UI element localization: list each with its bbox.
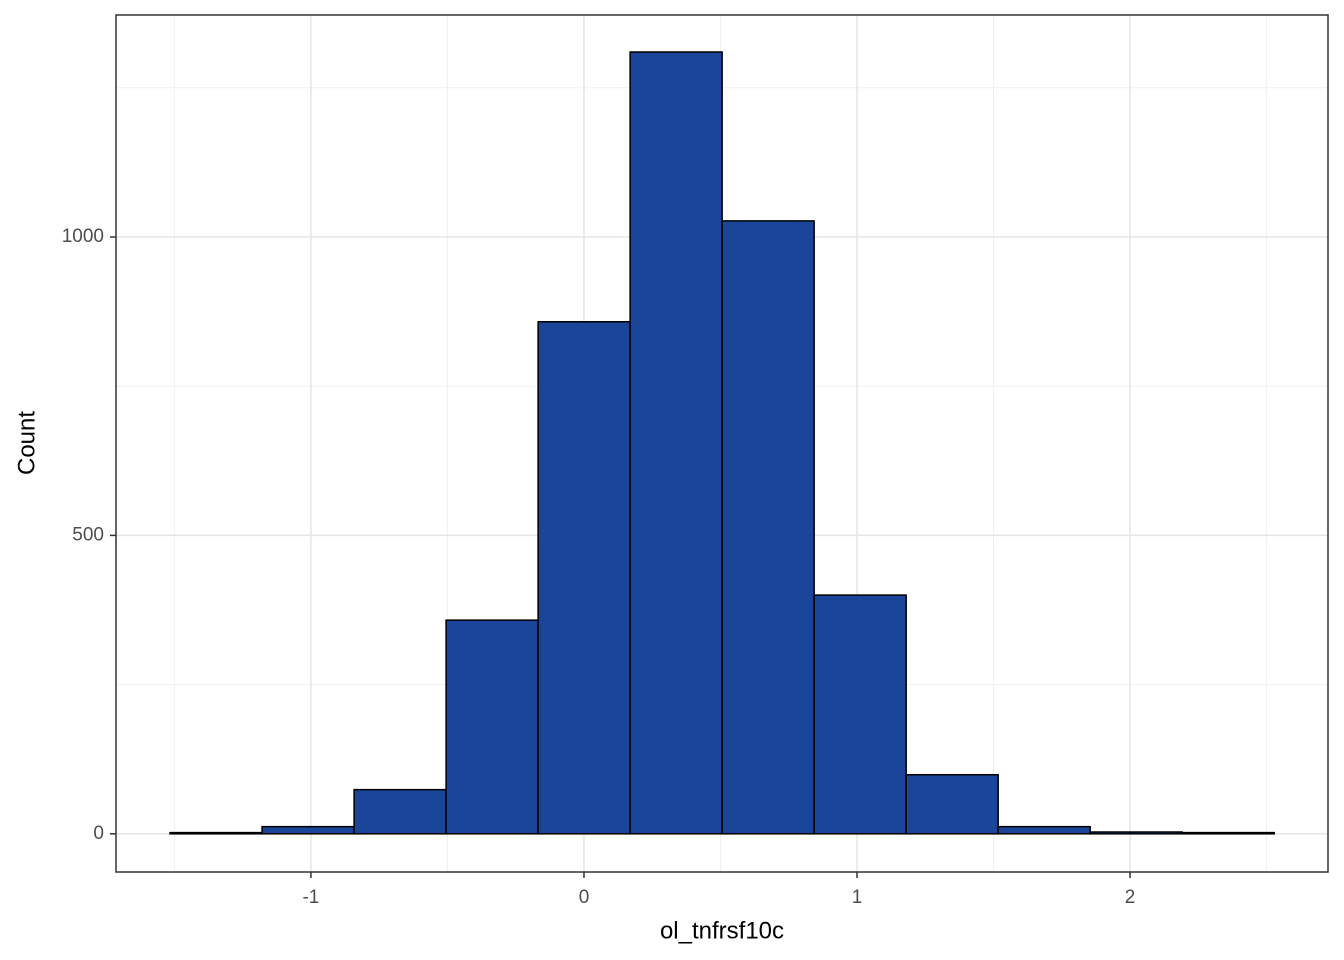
bar (629, 51, 723, 835)
plot-area: -1 0 1 2 0 500 1000 (62, 14, 1329, 908)
x-tick-label: 1 (852, 887, 863, 908)
y-tick-label: 1000 (62, 226, 104, 247)
bar (721, 220, 815, 835)
bar (1089, 831, 1183, 835)
x-tick-label: 2 (1125, 887, 1136, 908)
bar (905, 773, 999, 835)
bar (261, 825, 355, 835)
bar (353, 788, 447, 835)
bar (1181, 831, 1275, 835)
x-tick-label: -1 (302, 887, 319, 908)
y-tick-label: 500 (72, 524, 104, 545)
bar (169, 831, 263, 835)
y-axis-title: Count (13, 411, 40, 475)
x-axis-title: ol_tnfrsf10c (660, 917, 784, 944)
bar (813, 594, 907, 835)
y-tick-label: 0 (93, 823, 104, 844)
bar (537, 321, 631, 835)
bar (997, 825, 1091, 835)
x-tick-label: 0 (579, 887, 590, 908)
bar (445, 619, 539, 835)
panel-border (115, 14, 1329, 873)
